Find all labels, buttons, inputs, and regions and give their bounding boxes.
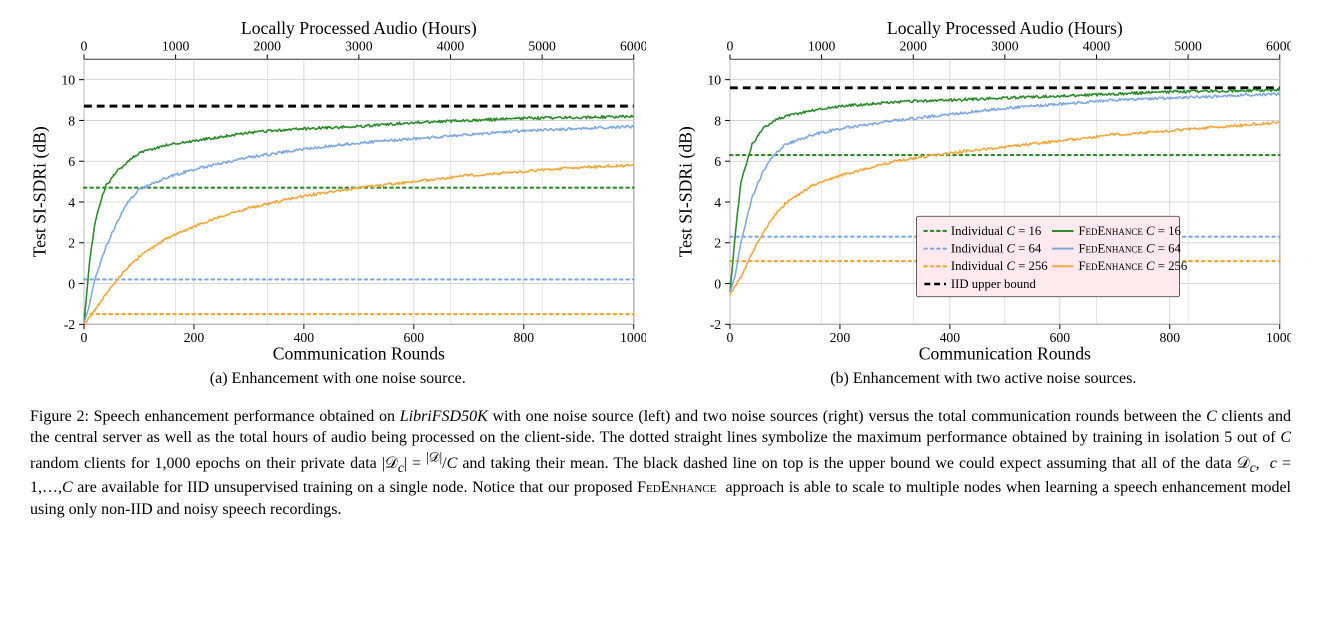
subcaption-left: (a) Enhancement with one noise source.	[30, 370, 646, 388]
svg-text:Individual C = 16: Individual C = 16	[950, 224, 1040, 238]
svg-text:Test SI-SDRi (dB): Test SI-SDRi (dB)	[676, 126, 696, 257]
svg-text:1000: 1000	[162, 38, 190, 53]
svg-text:FedEnhance C = 16: FedEnhance C = 16	[1078, 224, 1180, 238]
svg-text:Individual C = 256: Individual C = 256	[950, 259, 1047, 273]
svg-text:4000: 4000	[437, 38, 465, 53]
svg-text:0: 0	[726, 330, 733, 345]
subcaption-right: (b) Enhancement with two active noise so…	[676, 370, 1292, 388]
svg-text:6: 6	[68, 154, 75, 169]
svg-text:Test SI-SDRi (dB): Test SI-SDRi (dB)	[30, 126, 50, 257]
figure-caption: Figure 2: Speech enhancement performance…	[30, 406, 1291, 521]
svg-text:4000: 4000	[1082, 38, 1110, 53]
svg-text:2: 2	[68, 236, 75, 251]
svg-text:0: 0	[726, 38, 733, 53]
svg-text:Communication Rounds: Communication Rounds	[918, 344, 1090, 364]
svg-text:6000: 6000	[1265, 38, 1291, 53]
chart-svg-right: 0200400600800100001000200030004000500060…	[676, 20, 1292, 364]
svg-text:Individual C = 64: Individual C = 64	[950, 242, 1041, 256]
svg-text:0: 0	[81, 330, 88, 345]
svg-text:4: 4	[714, 195, 721, 210]
svg-text:1000: 1000	[807, 38, 835, 53]
svg-text:10: 10	[707, 73, 721, 88]
svg-text:2: 2	[714, 236, 721, 251]
chart-right: 0200400600800100001000200030004000500060…	[676, 20, 1292, 388]
svg-text:Locally Processed Audio (Hours: Locally Processed Audio (Hours)	[886, 20, 1122, 38]
chart-left: 0200400600800100001000200030004000500060…	[30, 20, 646, 388]
caption-body: Speech enhancement performance obtained …	[30, 408, 1291, 518]
svg-text:0: 0	[714, 276, 721, 291]
svg-text:200: 200	[829, 330, 850, 345]
caption-label: Figure 2:	[30, 408, 89, 425]
svg-text:200: 200	[184, 330, 205, 345]
svg-text:6: 6	[714, 154, 721, 169]
svg-text:-2: -2	[709, 317, 721, 332]
svg-text:Communication Rounds: Communication Rounds	[273, 344, 445, 364]
svg-text:10: 10	[61, 73, 75, 88]
svg-text:1000: 1000	[620, 330, 646, 345]
svg-text:IID upper bound: IID upper bound	[950, 277, 1036, 291]
svg-text:Locally Processed Audio (Hours: Locally Processed Audio (Hours)	[241, 20, 477, 38]
svg-text:6000: 6000	[620, 38, 646, 53]
svg-text:-2: -2	[64, 317, 76, 332]
svg-text:2000: 2000	[254, 38, 282, 53]
svg-text:4: 4	[68, 195, 75, 210]
svg-text:8: 8	[68, 113, 75, 128]
svg-text:2000: 2000	[899, 38, 927, 53]
svg-text:3000: 3000	[991, 38, 1019, 53]
svg-text:800: 800	[1159, 330, 1180, 345]
svg-text:8: 8	[714, 113, 721, 128]
chart-svg-left: 0200400600800100001000200030004000500060…	[30, 20, 646, 364]
svg-text:0: 0	[68, 276, 75, 291]
svg-text:0: 0	[81, 38, 88, 53]
svg-text:3000: 3000	[345, 38, 373, 53]
svg-text:5000: 5000	[1174, 38, 1202, 53]
svg-text:800: 800	[513, 330, 534, 345]
svg-text:FedEnhance C = 256: FedEnhance C = 256	[1078, 259, 1187, 273]
svg-text:FedEnhance C = 64: FedEnhance C = 64	[1078, 242, 1181, 256]
svg-text:5000: 5000	[528, 38, 556, 53]
svg-text:1000: 1000	[1265, 330, 1291, 345]
figure-row: 0 200 4 0 0 6 0 0 800 1000 0 1000 2000 3000 4000 5000 60…	[30, 20, 1291, 388]
